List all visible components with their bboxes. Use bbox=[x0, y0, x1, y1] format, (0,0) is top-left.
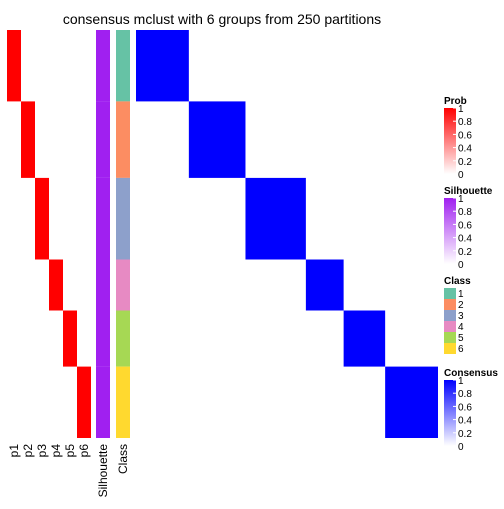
prob-cell-p3 bbox=[35, 177, 49, 260]
consensus-block-group-4 bbox=[305, 259, 344, 311]
legend-label-class-2: 2 bbox=[458, 300, 464, 311]
legend-tick-label-consensus: 0.8 bbox=[458, 389, 472, 400]
legend-tick-label-prob: 0.6 bbox=[458, 130, 472, 141]
column-labels: p1 p2 p3 p4 p5 p6 Silhouette Class bbox=[7, 444, 130, 498]
legend-title-prob: Prob bbox=[444, 96, 467, 107]
chart-title: consensus mclust with 6 groups from 250 … bbox=[63, 11, 381, 27]
legend-title-silhouette: Silhouette bbox=[444, 186, 493, 197]
silhouette-cell-group-1 bbox=[96, 30, 110, 102]
legend-swatch-class-5 bbox=[444, 332, 456, 343]
legend-tick-label-silhouette: 1 bbox=[458, 194, 464, 205]
legend-label-class-6: 6 bbox=[458, 344, 464, 355]
column-label-class: Class bbox=[116, 444, 130, 474]
legend-title-class: Class bbox=[444, 276, 471, 287]
legend-label-class-4: 4 bbox=[458, 322, 464, 333]
legend-bar-silhouette bbox=[444, 198, 456, 264]
column-label-silhouette: Silhouette bbox=[96, 444, 110, 498]
column-label-p5: p5 bbox=[63, 444, 77, 458]
class-cell-group-2 bbox=[116, 101, 130, 178]
class-cell-group-5 bbox=[116, 310, 130, 367]
consensus-block-group-2 bbox=[188, 101, 246, 178]
legend-label-class-3: 3 bbox=[458, 311, 464, 322]
silhouette-cell-group-5 bbox=[96, 310, 110, 367]
legend-tick-label-silhouette: 0.8 bbox=[458, 207, 472, 218]
legend-bar-prob bbox=[444, 108, 456, 174]
prob-cell-p2 bbox=[21, 101, 35, 178]
silhouette-cell-group-6 bbox=[96, 366, 110, 438]
legend-tick-label-prob: 0.4 bbox=[458, 144, 472, 155]
legend-bar-consensus bbox=[444, 380, 456, 446]
legends: Prob10.80.60.40.20Silhouette10.80.60.40.… bbox=[444, 96, 498, 453]
legend-title-consensus: Consensus bbox=[444, 368, 498, 379]
legend-swatch-class-2 bbox=[444, 299, 456, 310]
class-cell-group-3 bbox=[116, 177, 130, 260]
legend-swatch-class-4 bbox=[444, 321, 456, 332]
legend-tick-label-prob: 0.2 bbox=[458, 157, 472, 168]
legend-tick-label-consensus: 0 bbox=[458, 442, 464, 453]
legend-tick-label-silhouette: 0.4 bbox=[458, 234, 472, 245]
legend-label-class-1: 1 bbox=[458, 289, 464, 300]
legend-tick-label-consensus: 0.4 bbox=[458, 416, 472, 427]
legend-swatch-class-3 bbox=[444, 310, 456, 321]
consensus-block-group-6 bbox=[385, 366, 438, 438]
legend-tick-label-consensus: 0.2 bbox=[458, 429, 472, 440]
legend-tick-label-prob: 0.8 bbox=[458, 117, 472, 128]
legend-tick-label-silhouette: 0.6 bbox=[458, 220, 472, 231]
column-label-p3: p3 bbox=[35, 444, 49, 458]
class-cell-group-4 bbox=[116, 259, 130, 311]
class-cell-group-6 bbox=[116, 366, 130, 438]
prob-cell-p1 bbox=[7, 30, 21, 102]
consensus-block-group-1 bbox=[136, 30, 189, 102]
legend-swatch-class-1 bbox=[444, 288, 456, 299]
silhouette-cell-group-2 bbox=[96, 101, 110, 178]
prob-cell-p4 bbox=[49, 259, 63, 311]
consensus-block-group-3 bbox=[245, 177, 306, 260]
column-label-p2: p2 bbox=[21, 444, 35, 458]
legend-label-class-5: 5 bbox=[458, 333, 464, 344]
legend-tick-label-silhouette: 0.2 bbox=[458, 247, 472, 258]
legend-tick-label-consensus: 0.6 bbox=[458, 402, 472, 413]
legend-swatch-class-6 bbox=[444, 343, 456, 354]
legend-tick-label-prob: 1 bbox=[458, 104, 464, 115]
consensus-block-group-5 bbox=[343, 310, 386, 367]
annotation-columns bbox=[7, 30, 130, 438]
silhouette-cell-group-4 bbox=[96, 259, 110, 311]
column-label-p6: p6 bbox=[77, 444, 91, 458]
consensus-matrix bbox=[136, 30, 438, 438]
column-label-p4: p4 bbox=[49, 444, 63, 458]
legend-tick-label-silhouette: 0 bbox=[458, 260, 464, 271]
class-cell-group-1 bbox=[116, 30, 130, 102]
prob-cell-p6 bbox=[77, 366, 91, 438]
legend-tick-label-consensus: 1 bbox=[458, 376, 464, 387]
silhouette-cell-group-3 bbox=[96, 177, 110, 260]
legend-tick-label-prob: 0 bbox=[458, 170, 464, 181]
prob-cell-p5 bbox=[63, 310, 77, 367]
column-label-p1: p1 bbox=[7, 444, 21, 458]
